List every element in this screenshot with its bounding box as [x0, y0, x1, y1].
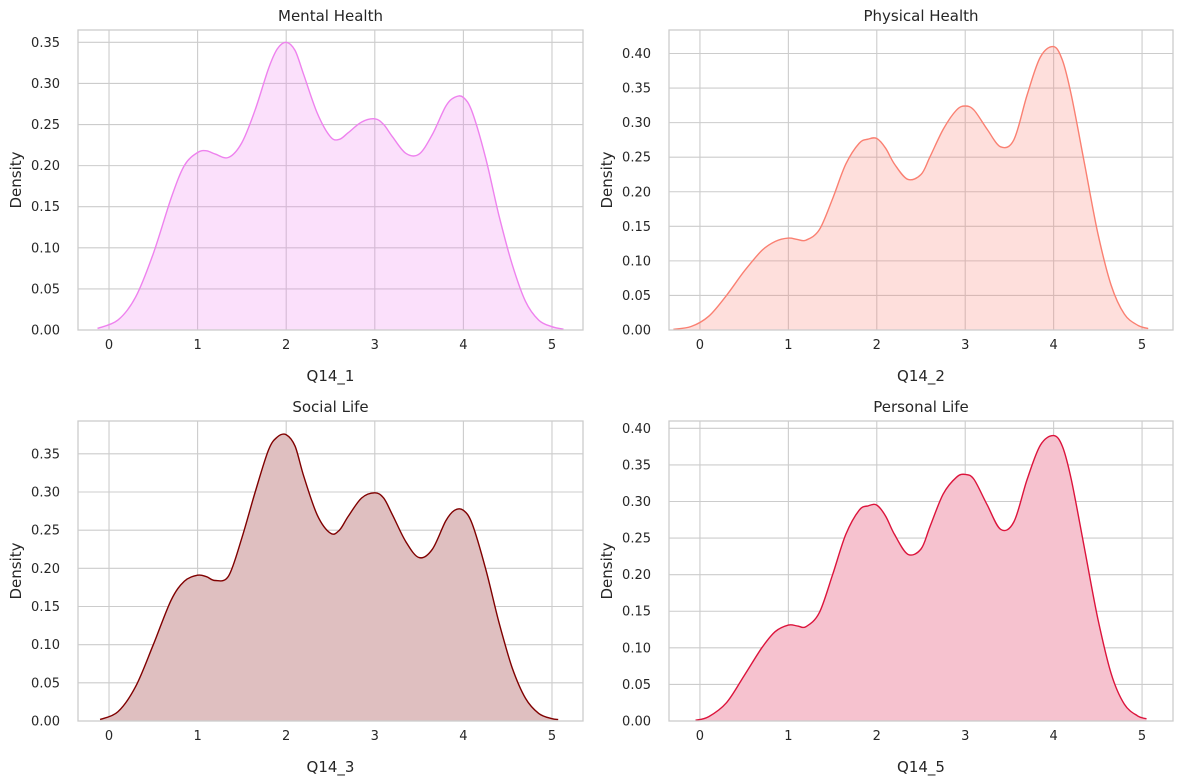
y-tick-label: 0.35: [31, 36, 60, 51]
x-tick-label: 3: [961, 729, 969, 744]
x-axis-label: Q14_1: [307, 367, 355, 386]
y-tick-label: 0.15: [31, 200, 60, 215]
y-tick-label: 0.25: [622, 532, 651, 547]
y-tick-label: 0.30: [622, 495, 651, 510]
chart-title: Personal Life: [873, 398, 969, 416]
y-axis-label: Density: [598, 151, 616, 208]
x-tick-label: 1: [784, 729, 792, 744]
chart-title: Mental Health: [278, 7, 383, 25]
x-tick-label: 3: [371, 729, 379, 744]
y-tick-label: 0.10: [31, 241, 60, 256]
y-tick-label: 0.35: [622, 82, 651, 97]
y-tick-label: 0.10: [622, 254, 651, 269]
x-tick-label: 0: [696, 729, 704, 744]
y-tick-label: 0.15: [622, 605, 651, 620]
chart-social-life: 0 1 2 3 4 5 0.00 0.05 0.10 0.15 0.20 0.25 0.30 0.35 So…: [7, 398, 584, 777]
density-line-social-life: [99, 433, 559, 721]
x-tick-label: 1: [784, 338, 792, 353]
density-line-physical-health: [673, 45, 1149, 330]
y-tick-label: 0.05: [622, 678, 651, 693]
density-line-personal-life: [695, 434, 1147, 721]
x-tick-label: 5: [1138, 729, 1146, 744]
x-tick-label: 0: [696, 338, 704, 353]
y-tick-label: 0.40: [622, 47, 651, 62]
plot-frame: [77, 29, 584, 331]
y-tick-label: 0.25: [31, 118, 60, 133]
y-tick-label: 0.00: [622, 324, 651, 339]
chart-title: Physical Health: [863, 7, 978, 25]
x-tick-label: 1: [193, 729, 201, 744]
density-area-mental-health: [97, 42, 564, 331]
y-tick-label: 0.20: [622, 568, 651, 583]
y-tick-label: 0.25: [31, 524, 60, 539]
x-axis-label: Q14_5: [897, 758, 945, 777]
y-axis-label: Density: [598, 542, 616, 599]
y-tick-label: 0.40: [622, 422, 651, 437]
x-tick-label: 0: [105, 338, 113, 353]
y-tick-label: 0.30: [622, 116, 651, 131]
x-tick-label: 3: [371, 338, 379, 353]
y-tick-label: 0.30: [31, 485, 60, 500]
density-line-mental-health: [97, 41, 564, 330]
y-tick-label: 0.15: [622, 220, 651, 235]
y-tick-label: 0.05: [31, 676, 60, 691]
y-tick-label: 0.10: [31, 638, 60, 653]
x-tick-label: 5: [1138, 338, 1146, 353]
x-tick-label: 5: [548, 729, 556, 744]
x-tick-label: 4: [1049, 729, 1057, 744]
x-tick-label: 5: [548, 338, 556, 353]
y-tick-label: 0.20: [31, 562, 60, 577]
y-tick-label: 0.00: [622, 715, 651, 730]
chart-mental-health: 0 1 2 3 4 5 0.00 0.05 0.10 0.15 0.20 0.25 0.30 0.35 Me…: [7, 7, 584, 386]
y-tick-label: 0.35: [31, 447, 60, 462]
y-tick-label: 0.20: [31, 159, 60, 174]
y-tick-label: 0.00: [31, 324, 60, 339]
x-tick-label: 3: [961, 338, 969, 353]
y-tick-label: 0.35: [622, 458, 651, 473]
y-tick-label: 0.20: [622, 185, 651, 200]
plot-frame: [77, 420, 584, 722]
x-tick-label: 1: [193, 338, 201, 353]
y-tick-label: 0.25: [622, 151, 651, 166]
y-tick-label: 0.05: [622, 289, 651, 304]
x-axis-label: Q14_3: [307, 758, 355, 777]
x-axis-label: Q14_2: [897, 367, 945, 386]
y-tick-label: 0.15: [31, 600, 60, 615]
plot-frame: [668, 29, 1174, 331]
x-tick-label: 4: [459, 729, 467, 744]
y-axis-label: Density: [7, 151, 25, 208]
x-tick-label: 0: [105, 729, 113, 744]
density-area-social-life: [100, 434, 559, 721]
x-tick-label: 2: [282, 729, 290, 744]
x-tick-label: 2: [282, 338, 290, 353]
y-axis-label: Density: [7, 542, 25, 599]
density-area-personal-life: [695, 435, 1147, 721]
y-tick-label: 0.00: [31, 715, 60, 730]
x-tick-label: 2: [873, 729, 881, 744]
y-tick-label: 0.10: [622, 641, 651, 656]
y-tick-label: 0.30: [31, 77, 60, 92]
x-tick-label: 4: [459, 338, 467, 353]
y-tick-label: 0.05: [31, 282, 60, 297]
plot-frame: [668, 420, 1174, 722]
chart-personal-life: 0 1 2 3 4 5 0.00 0.05 0.10 0.15 0.20 0.25 0.30 0.35 0.…: [598, 398, 1174, 777]
x-tick-label: 4: [1049, 338, 1057, 353]
x-tick-label: 2: [873, 338, 881, 353]
chart-physical-health: 0 1 2 3 4 5 0.00 0.05 0.10 0.15 0.20 0.25 0.30 0.35 0.…: [598, 7, 1174, 386]
chart-title: Social Life: [292, 398, 368, 416]
density-area-physical-health: [673, 46, 1149, 330]
